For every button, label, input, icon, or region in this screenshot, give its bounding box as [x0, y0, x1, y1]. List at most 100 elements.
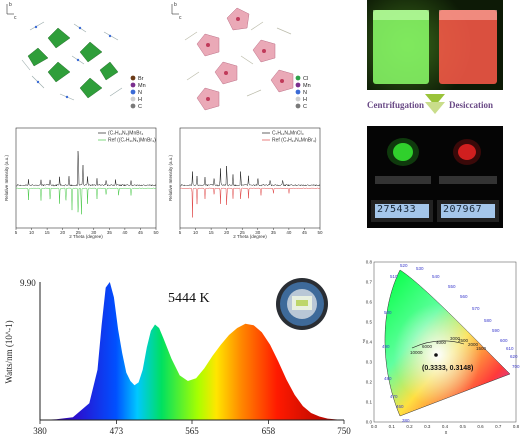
legend-swatch-c — [130, 103, 136, 109]
wavelength-label: 470 — [390, 394, 398, 399]
wavelength-label: 620 — [510, 354, 518, 359]
legend-br: Br Mn N H C — [130, 75, 146, 110]
x-tick-label: 15 — [45, 230, 51, 235]
x-tick-label: 35 — [107, 230, 113, 235]
x-tick-label: 35 — [271, 230, 277, 235]
reference-pattern — [16, 187, 157, 215]
x-tick-label: 380 — [33, 426, 47, 436]
cct-label: 3000 — [450, 336, 461, 341]
x-tick-label: 10 — [29, 230, 35, 235]
photo-beakers-uv — [367, 0, 503, 90]
x-tick-label: 0.5 — [460, 424, 467, 429]
measured-pattern — [15, 151, 157, 187]
spectrum-area — [40, 282, 344, 420]
wavelength-label: 590 — [492, 328, 500, 333]
x-tick-label: 45 — [302, 230, 308, 235]
x-tick-label: 0.0 — [371, 424, 378, 429]
svg-text:C: C — [303, 104, 307, 110]
legend-reference: Ref ((C₇H₁₁N₃)MnBr₄) — [108, 138, 156, 144]
wavelength-label: 500 — [384, 310, 392, 315]
legend-swatch-cl — [295, 75, 301, 81]
process-arrows: Centrifugation Desiccation — [367, 92, 503, 122]
svg-text:H: H — [303, 97, 307, 103]
wavelength-label: 600 — [500, 338, 508, 343]
axis-c-label: c — [179, 15, 182, 21]
organic-cations — [184, 21, 292, 97]
xrd-chart-br: (C₇H₁₁N₃)MnBr₄ Ref ((C₇H₁₁N₃)MnBr₄) 5 10 1… — [2, 124, 162, 240]
cct-label: 2500 — [458, 338, 469, 343]
y-tick-label: 0.2 — [366, 380, 373, 385]
x-tick-label: 0.7 — [495, 424, 502, 429]
legend-cl: Cl Mn N H C — [295, 75, 311, 110]
axis-b-label: b — [9, 2, 12, 8]
planckian-locus — [411, 340, 465, 349]
x-tick-label: 0.6 — [477, 424, 484, 429]
y-axis-label: Relative Intensity (a.u.) — [4, 154, 9, 201]
axis-gizmo: b c — [6, 2, 17, 21]
x-tick-label: 40 — [122, 230, 128, 235]
x-tick-label: 0.8 — [513, 424, 520, 429]
x-tick-label: 10 — [193, 230, 199, 235]
legend-measured: (C₇H₁₁N₃)MnBr₄ — [108, 131, 143, 137]
cct-label: 2000 — [468, 342, 479, 347]
legend-swatch-br — [130, 75, 136, 81]
nitrogen-atoms — [34, 25, 112, 99]
svg-text:N: N — [138, 90, 142, 96]
y-tick-label: 0.0 — [366, 420, 373, 425]
y-tick-label: 0.5 — [366, 320, 373, 325]
cct-label: 4000 — [436, 340, 447, 345]
step-desiccation: Desiccation — [449, 100, 493, 110]
legend-reference: Ref (C₇H₁₁N₃MnBr₄) — [272, 138, 317, 144]
y-tick-label: 0.1 — [366, 400, 373, 405]
axis-c-label: c — [14, 15, 17, 21]
x-tick-label: 45 — [138, 230, 144, 235]
legend-swatch-mn — [130, 82, 136, 88]
x-axis-label: 2 Theta (degree) — [233, 234, 267, 239]
wavelength-label: 510 — [390, 274, 398, 279]
svg-text:Mn: Mn — [303, 83, 311, 89]
mnbr4-tetrahedra — [27, 27, 119, 99]
x-tick-label: 25 — [240, 230, 246, 235]
wavelength-label: 610 — [506, 346, 514, 351]
wavelength-label: 530 — [416, 266, 424, 271]
axis-b-label: b — [174, 2, 177, 8]
x-tick-label: 565 — [185, 426, 199, 436]
x-tick-label: 50 — [153, 230, 159, 235]
x-tick-label: 40 — [286, 230, 292, 235]
wavelength-label: 490 — [382, 344, 390, 349]
xrd-chart-cl: C₇H₁₁N₃MnCl₄ Ref (C₇H₁₁N₃MnBr₄) 5 10 15 20 2… — [166, 124, 326, 240]
color-coordinate-label: (0.3333, 0.3148) — [422, 365, 473, 372]
mn-centers — [206, 17, 284, 101]
x-tick-label: 0.1 — [389, 424, 396, 429]
y-axis-label: Watts/nm (10^-1) — [4, 320, 14, 383]
plot-frame — [373, 261, 517, 423]
cct-annotation: 5444 K — [168, 291, 210, 306]
step-centrifugation: Centrifugation — [367, 100, 424, 110]
cct-label: 1500 — [476, 346, 487, 351]
wavelength-label: 380 — [402, 418, 410, 423]
color-coordinate-point — [434, 353, 438, 357]
y-tick-label: 0.3 — [366, 360, 373, 365]
scale-readout-right: 207967 — [443, 204, 483, 215]
legend-measured: C₇H₁₁N₃MnCl₄ — [272, 131, 304, 137]
svg-text:Cl: Cl — [303, 76, 308, 82]
svg-text:Mn: Mn — [138, 83, 146, 89]
y-tick-label: 0.6 — [366, 300, 373, 305]
x-tick-label: 30 — [91, 230, 97, 235]
crystal-structure-br: b c Br Mn N H C — [0, 0, 150, 115]
y-tick-label: 0.7 — [366, 280, 373, 285]
x-axis-label: 2 Theta (degree) — [69, 234, 103, 239]
wavelength-label: 570 — [472, 306, 480, 311]
axis-gizmo: b c — [171, 2, 182, 21]
svg-text:C: C — [138, 104, 142, 110]
y-axis-label: y — [363, 338, 366, 344]
x-tick-label: 25 — [76, 230, 82, 235]
measured-pattern — [179, 165, 321, 187]
x-tick-label: 750 — [337, 426, 351, 436]
x-tick-label: 473 — [110, 426, 124, 436]
emission-spectrum: 380 473 565 658 750 9.90 Watts/nm (10^-1) 54… — [0, 262, 360, 436]
x-tick-label: 658 — [262, 426, 276, 436]
photo-weighed-powders: 275433 207967 — [367, 126, 503, 228]
svg-text:N: N — [303, 90, 307, 96]
scale-readout-left: 275433 — [377, 204, 417, 215]
